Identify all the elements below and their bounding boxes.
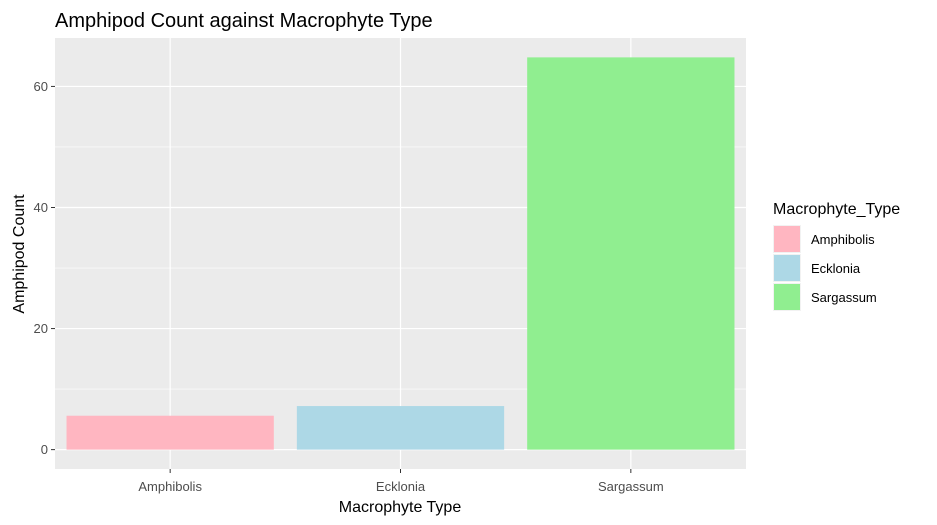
legend-label: Ecklonia [811, 261, 861, 276]
y-tick-label: 40 [34, 200, 48, 215]
y-tick-label: 0 [41, 442, 48, 457]
x-tick-label: Amphibolis [138, 479, 202, 494]
bars [66, 57, 735, 450]
legend-title: Macrophyte_Type [773, 201, 900, 218]
legend: Macrophyte_Type Amphibolis Ecklonia Sargas… [773, 201, 900, 311]
legend-label: Sargassum [811, 290, 877, 305]
legend-swatch [774, 284, 800, 310]
x-axis-title: Macrophyte Type [339, 499, 462, 516]
bar-ecklonia [296, 406, 505, 450]
y-axis: 0 20 40 60 [34, 79, 55, 457]
x-tick-label: Ecklonia [376, 479, 426, 494]
y-tick-label: 20 [34, 321, 48, 336]
x-axis: Amphibolis Ecklonia Sargassum [138, 469, 664, 494]
chart-title: Amphipod Count against Macrophyte Type [55, 10, 433, 32]
bar-sargassum [527, 57, 735, 450]
legend-label: Amphibolis [811, 232, 875, 247]
legend-swatch [774, 226, 800, 252]
legend-swatch [774, 255, 800, 281]
y-axis-title: Amphipod Count [11, 194, 28, 314]
x-tick-label: Sargassum [598, 479, 664, 494]
y-tick-label: 60 [34, 79, 48, 94]
bar-amphibolis [66, 415, 274, 450]
